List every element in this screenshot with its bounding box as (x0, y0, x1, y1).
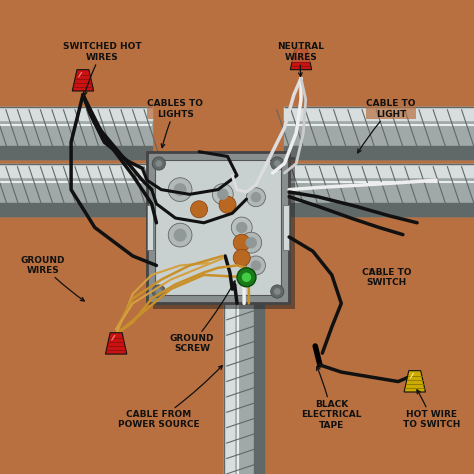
Bar (147, 152, 289, 303)
Polygon shape (284, 146, 474, 159)
Circle shape (242, 273, 251, 282)
Circle shape (173, 183, 187, 196)
Circle shape (219, 196, 236, 213)
Circle shape (152, 285, 165, 298)
Polygon shape (404, 371, 425, 392)
Circle shape (191, 201, 208, 218)
Polygon shape (105, 333, 127, 354)
Circle shape (251, 260, 261, 271)
Polygon shape (254, 299, 264, 474)
Polygon shape (0, 164, 152, 177)
Circle shape (212, 184, 233, 205)
Bar (147, 205, 153, 250)
Circle shape (233, 234, 250, 251)
Circle shape (233, 249, 250, 266)
Text: HOT WIRE
TO SWITCH: HOT WIRE TO SWITCH (402, 390, 460, 429)
Text: CABLE FROM
POWER SOURCE: CABLE FROM POWER SOURCE (118, 365, 222, 429)
Polygon shape (284, 107, 474, 120)
Circle shape (155, 160, 162, 167)
Text: BLACK
ELECTRICAL
TAPE: BLACK ELECTRICAL TAPE (301, 366, 362, 429)
Circle shape (246, 256, 265, 275)
Circle shape (246, 237, 257, 248)
Text: NEUTRAL
WIRES: NEUTRAL WIRES (277, 43, 325, 76)
Circle shape (168, 223, 192, 247)
Text: CABLES TO
LIGHTS: CABLES TO LIGHTS (147, 100, 203, 147)
Circle shape (231, 217, 252, 238)
Polygon shape (224, 299, 234, 474)
Bar (153, 157, 295, 309)
Circle shape (251, 192, 261, 202)
Polygon shape (224, 299, 264, 474)
Polygon shape (0, 164, 152, 216)
Circle shape (236, 222, 247, 233)
Text: CABLE TO
LIGHT: CABLE TO LIGHT (358, 100, 416, 153)
Circle shape (168, 178, 192, 201)
Circle shape (274, 160, 281, 167)
Circle shape (217, 188, 228, 200)
Circle shape (271, 285, 284, 298)
Polygon shape (284, 164, 474, 177)
Text: CABLE TO
SWITCH: CABLE TO SWITCH (362, 268, 411, 287)
Bar (155, 160, 281, 295)
Circle shape (241, 232, 262, 253)
Circle shape (274, 288, 281, 295)
Circle shape (173, 228, 187, 242)
Circle shape (155, 288, 162, 295)
Polygon shape (284, 107, 474, 159)
Polygon shape (290, 48, 311, 70)
Text: GROUND
SCREW: GROUND SCREW (170, 281, 235, 353)
Polygon shape (0, 107, 152, 120)
Polygon shape (284, 203, 474, 216)
Polygon shape (72, 70, 93, 91)
Circle shape (246, 188, 265, 207)
Circle shape (152, 157, 165, 170)
Polygon shape (0, 146, 152, 159)
Text: SWITCHED HOT
WIRES: SWITCHED HOT WIRES (63, 43, 141, 96)
Circle shape (237, 268, 256, 287)
Bar (283, 205, 289, 250)
Circle shape (271, 157, 284, 170)
Polygon shape (0, 203, 152, 216)
Polygon shape (284, 164, 474, 216)
Text: GROUND
WIRES: GROUND WIRES (20, 256, 84, 301)
Polygon shape (0, 107, 152, 159)
